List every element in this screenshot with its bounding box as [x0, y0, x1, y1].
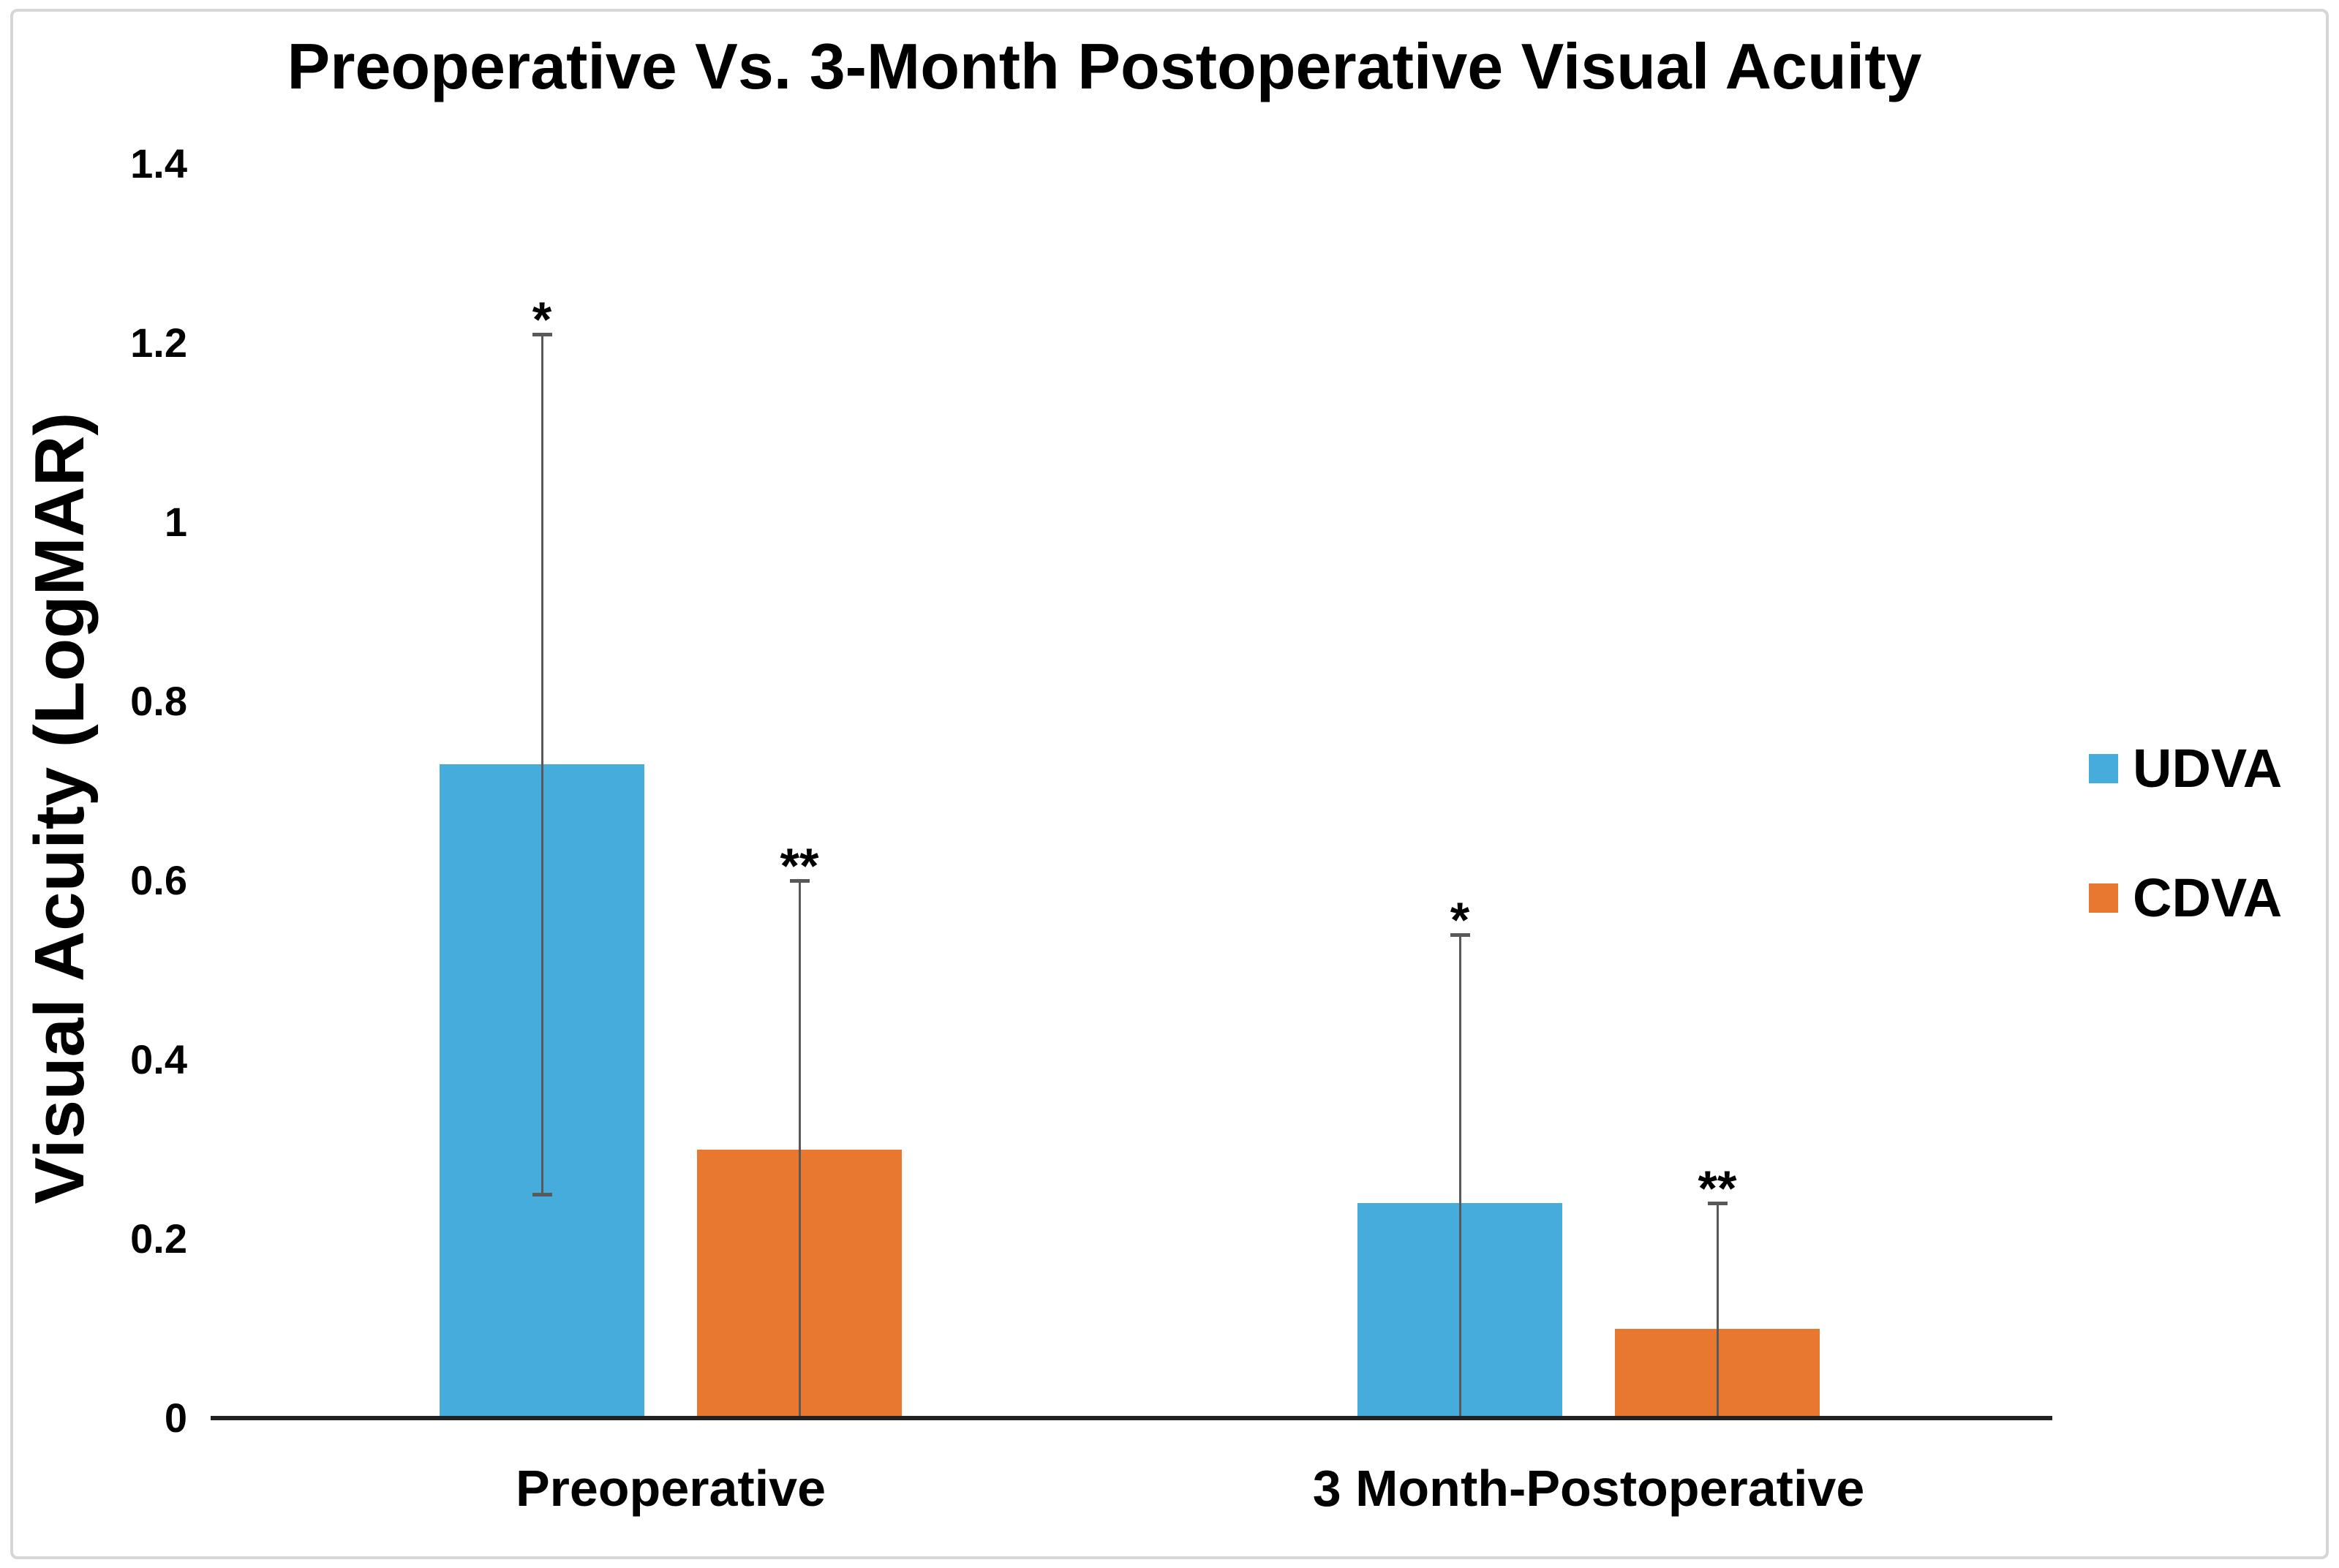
legend-label-udva: UDVA [2133, 738, 2283, 799]
y-tick-label: 0.2 [130, 1215, 187, 1262]
y-tick-label: 1.2 [130, 320, 187, 366]
x-axis-category-label-preoperative: Preoperative [515, 1460, 826, 1517]
y-tick-label: 1.4 [130, 140, 187, 186]
y-tick-label: 0.4 [130, 1036, 187, 1082]
legend-swatch-icon-udva [2089, 754, 2118, 783]
significance-marker-cdva-preoperative: ** [780, 838, 819, 894]
y-tick-label: 0.6 [130, 857, 187, 903]
x-axis-line [211, 1416, 2052, 1420]
y-tick-label: 0 [164, 1395, 187, 1441]
x-axis-category-label-3-month-postoperative: 3 Month-Postoperative [1312, 1460, 1865, 1517]
error-bar-bottom-cap-udva-preoperative [532, 1192, 552, 1196]
figure-border [10, 9, 2329, 1559]
error-bar-top-cap-udva-3-month-postoperative [1450, 932, 1470, 937]
y-tick-label: 0.8 [130, 678, 187, 724]
error-bar-line-cdva-3-month-postoperative [1716, 1203, 1719, 1420]
significance-marker-cdva-3-month-postoperative: ** [1698, 1161, 1737, 1216]
significance-marker-udva-3-month-postoperative: * [1450, 892, 1470, 948]
error-bar-top-cap-cdva-3-month-postoperative [1707, 1202, 1728, 1205]
chart-title: Preoperative Vs. 3-Month Postoperative V… [287, 30, 1922, 102]
y-tick-label: 1 [164, 499, 187, 545]
error-bar-line-cdva-preoperative [798, 881, 801, 1420]
error-bar-line-udva-3-month-postoperative [1458, 934, 1461, 1420]
significance-marker-udva-preoperative: * [532, 291, 552, 347]
legend-label-cdva: CDVA [2133, 867, 2283, 928]
error-bar-line-udva-preoperative [541, 333, 543, 1194]
error-bar-top-cap-cdva-preoperative [789, 879, 810, 883]
legend-swatch-icon-cdva [2089, 883, 2118, 913]
y-axis-title: Visual Acuity (LogMAR) [20, 412, 99, 1205]
error-bar-top-cap-udva-preoperative [532, 332, 552, 336]
